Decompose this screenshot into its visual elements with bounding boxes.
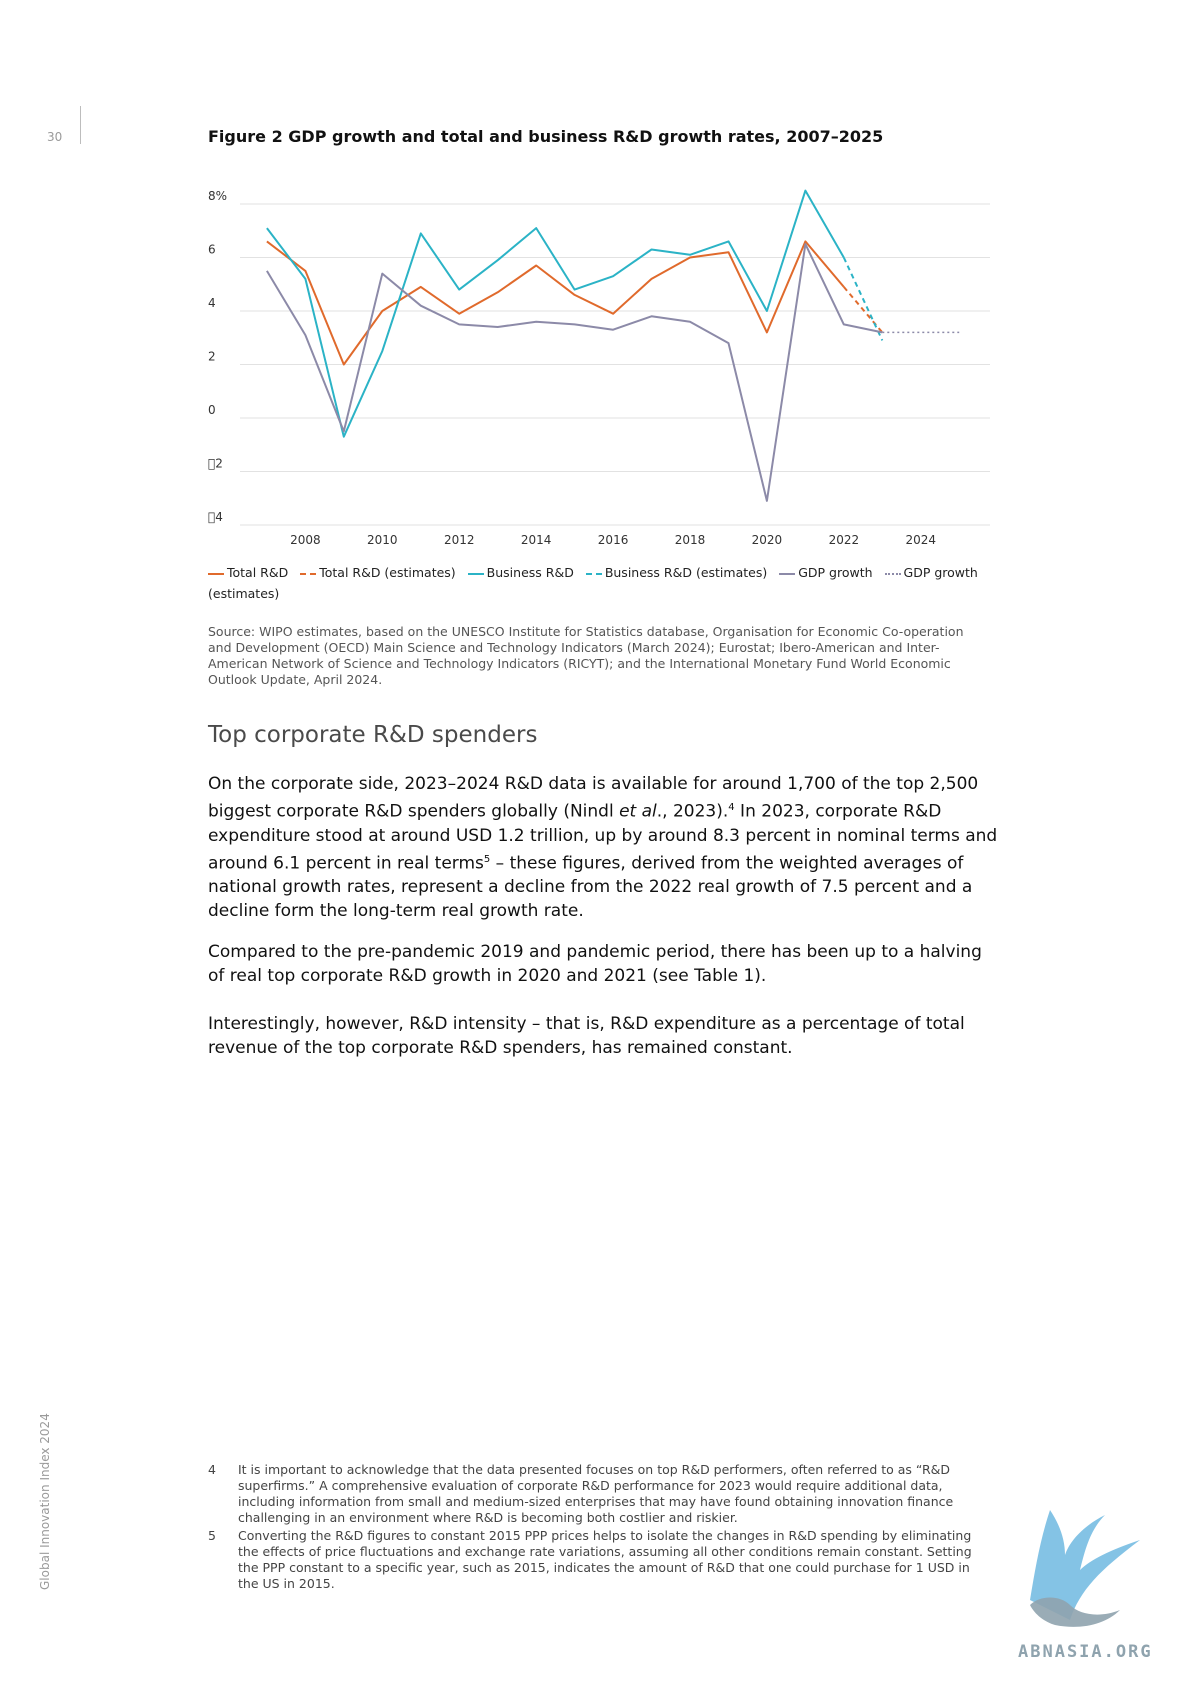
paragraph-text: On the corporate side, 2023–2024 R&D dat… [208, 774, 979, 822]
body-paragraph-3: Interestingly, however, R&D intensity – … [208, 1014, 965, 1058]
legend-item-gdp-growth-estimates: GDP growth (estimates) [208, 565, 978, 601]
legend-swatch [208, 572, 224, 575]
legend-swatch [884, 572, 901, 575]
x-tick-label: 2012 [444, 533, 475, 547]
footnote-4: 4 It is important to acknowledge that th… [208, 1462, 988, 1526]
legend-item-business-rd: Business R&D [467, 565, 574, 580]
x-tick-label: 2010 [367, 533, 398, 547]
footnote-ref-4[interactable]: 4 [728, 802, 735, 813]
figure-source-note: Source: WIPO estimates, based on the UNE… [208, 624, 964, 687]
page-rule [80, 106, 81, 144]
footnote-text: It is important to acknowledge that the … [238, 1462, 954, 1525]
legend-label: GDP growth (estimates) [208, 565, 978, 601]
paragraph-italic-text: et al [619, 801, 657, 822]
body-paragraph-1: On the corporate side, 2023–2024 R&D dat… [208, 772, 998, 923]
x-tick-label: 2020 [752, 533, 783, 547]
footnote-number: 5 [208, 1528, 216, 1543]
x-tick-label: 2018 [675, 533, 706, 547]
legend-label: Total R&D [227, 565, 289, 580]
legend-item-business-rd-estimates: Business R&D (estimates) [585, 565, 768, 580]
series-line-gdp-growth [266, 243, 883, 502]
footnote-text: Converting the R&D figures to constant 2… [238, 1528, 972, 1591]
legend-label: GDP growth [798, 565, 873, 580]
figure-title: Figure 2 GDP growth and total and busine… [208, 127, 884, 146]
x-tick-label: 2014 [521, 533, 552, 547]
x-tick-label: 2008 [290, 533, 321, 547]
page-number: 30 [47, 130, 63, 144]
x-tick-label: 2022 [829, 533, 860, 547]
watermark-text: ABNASIA.ORG [1018, 1642, 1153, 1662]
y-tick-label: 2 [208, 350, 216, 364]
paragraph-text: ., 2023). [656, 801, 729, 822]
legend-label: Total R&D (estimates) [319, 565, 456, 580]
footnote-ref-5[interactable]: 5 [483, 853, 491, 865]
series-line-business-r-d-estimates [842, 257, 884, 341]
side-running-title: Global Innovation Index 2024 [38, 1413, 52, 1590]
y-tick-label:  4 [208, 510, 223, 524]
y-tick-label: 8% [208, 189, 227, 203]
section-heading: Top corporate R&D spenders [208, 722, 538, 748]
legend-swatch [779, 572, 796, 575]
body-paragraph-2: Compared to the pre-pandemic 2019 and pa… [208, 942, 982, 986]
legend-swatch [585, 572, 602, 575]
legend-label: Business R&D [486, 565, 574, 580]
legend-label: Business R&D (estimates) [604, 565, 768, 580]
series-line-business-r-d [266, 189, 845, 438]
legend-swatch [467, 572, 484, 575]
legend-item-gdp-growth: GDP growth [779, 565, 873, 580]
x-tick-label: 2016 [598, 533, 629, 547]
footnote-number: 4 [208, 1462, 216, 1477]
legend-item-total-rd-estimates: Total R&D (estimates) [300, 565, 456, 580]
y-tick-label: 0 [208, 403, 216, 417]
y-tick-label: 4 [208, 296, 216, 310]
y-tick-label:  2 [208, 457, 223, 471]
paragraph-text: In 2023, corporate R&D expenditure stood… [208, 801, 998, 874]
legend-item-total-rd: Total R&D [208, 565, 288, 580]
watermark-logo [1030, 1510, 1140, 1627]
x-tick-label: 2024 [905, 533, 936, 547]
y-tick-label: 6 [208, 243, 216, 257]
line-chart: 8% 6 4 2 0  2  4 2008 2010 2012 2014 2016 2018 2020 20… [208, 189, 990, 547]
footnotes: 4 It is important to acknowledge that th… [208, 1462, 988, 1592]
footnote-5: 5 Converting the R&D figures to constant… [208, 1528, 988, 1592]
paragraph-text: – these figures, derived from the weight… [208, 853, 973, 922]
legend-swatch [300, 572, 317, 575]
chart-legend: Total R&D Total R&D (estimates) Business… [208, 562, 988, 604]
series-line-total-r-d [266, 240, 845, 366]
